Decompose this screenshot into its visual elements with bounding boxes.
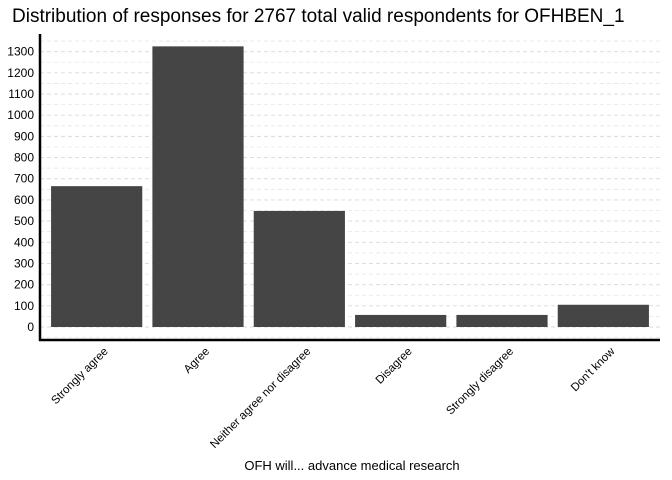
y-tick-label: 300 [14, 256, 34, 270]
y-tick-label: 1300 [7, 45, 34, 59]
x-axis-title: OFH will... advance medical research [244, 458, 459, 473]
x-category-label: Neither agree nor disagree [208, 346, 313, 451]
x-category-label: Strongly disagree [444, 346, 516, 418]
y-tick-label: 700 [14, 172, 34, 186]
bar-agree [152, 46, 244, 328]
bar-strongly-disagree [456, 314, 548, 327]
y-tick-label: 500 [14, 214, 34, 228]
bar-disagree [355, 314, 447, 327]
x-category-label: Disagree [374, 346, 415, 387]
bar-don-t-know [557, 304, 649, 327]
y-axis-ticks: 0 100 200 300 400 500 600 700 800 900 1000 1100 1200… [7, 45, 34, 334]
bar-strongly-agree [51, 186, 143, 327]
bars [51, 46, 649, 328]
y-tick-label: 800 [14, 151, 34, 165]
y-tick-label: 1100 [8, 87, 34, 101]
y-tick-label: 900 [14, 129, 34, 143]
chart-title: Distribution of responses for 2767 total… [12, 6, 625, 27]
y-tick-label: 400 [14, 235, 34, 249]
x-category-label: Strongly agree [49, 346, 110, 407]
bar-neither-agree-nor-disagree [253, 210, 345, 327]
x-category-label: Agree [182, 346, 212, 376]
y-tick-label: 600 [14, 193, 34, 207]
y-tick-label: 200 [14, 278, 34, 292]
y-tick-label: 1200 [7, 66, 34, 80]
gridlines [40, 40, 660, 338]
y-tick-label: 1000 [7, 108, 34, 122]
x-category-label: Don't know [569, 345, 618, 394]
y-tick-label: 100 [14, 299, 34, 313]
y-tick-label: 0 [27, 320, 34, 334]
